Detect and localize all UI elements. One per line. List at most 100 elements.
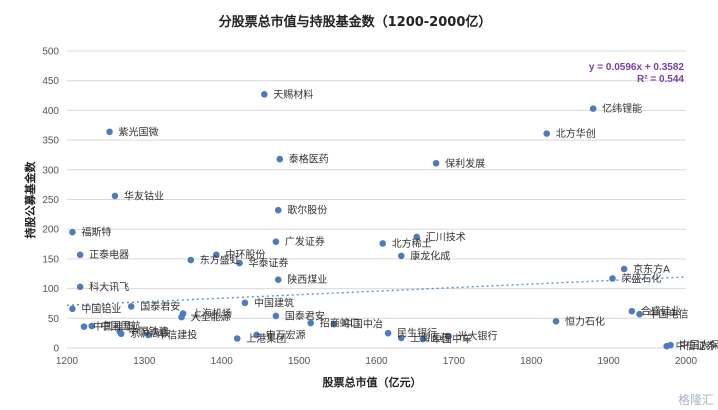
- point-label: 广发证券: [285, 235, 325, 248]
- data-point: [620, 265, 628, 273]
- point-label: 恒力石化: [565, 315, 605, 328]
- data-point: [552, 317, 560, 325]
- point-label: 中环股份: [225, 248, 265, 261]
- x-tick-label: 1300: [133, 356, 156, 367]
- point-label: 中国太保: [680, 339, 718, 352]
- point-label: 华泰证券: [249, 257, 289, 270]
- data-point: [117, 330, 125, 338]
- data-point: [413, 233, 421, 241]
- point-label: 京东方A: [633, 262, 670, 275]
- data-point: [233, 335, 241, 342]
- data-point: [379, 240, 386, 247]
- y-tick-label: 500: [42, 47, 59, 58]
- data-point: [628, 307, 636, 315]
- data-point: [236, 259, 243, 267]
- data-point: [69, 228, 76, 236]
- point-label: 中国神华: [93, 320, 133, 333]
- y-tick-label: 400: [42, 106, 59, 117]
- x-tick-label: 1800: [520, 356, 543, 367]
- y-tick-label: 250: [42, 195, 59, 206]
- data-point: [144, 331, 152, 339]
- y-tick-label: 300: [42, 165, 59, 176]
- data-point: [178, 313, 185, 321]
- point-label: 康龙化成: [410, 249, 450, 262]
- point-label: 华友钴业: [124, 189, 164, 202]
- point-label: 中国建筑: [254, 296, 294, 309]
- data-point: [397, 334, 405, 342]
- y-tick-label: 450: [42, 76, 59, 87]
- point-label: 汇川技术: [426, 230, 466, 243]
- point-label: 北方稀土: [392, 237, 432, 250]
- point-label: 招商蛇口: [320, 317, 360, 330]
- trend-equation: y = 0.0596x + 0.3582: [589, 62, 685, 73]
- y-axis-label: 持股公募基金数: [23, 161, 37, 239]
- point-label: 东方盛虹: [200, 254, 240, 267]
- point-label: 陕西煤业: [287, 273, 327, 286]
- y-tick-label: 200: [42, 225, 59, 236]
- data-point: [636, 310, 643, 318]
- x-axis-label: 股票总市值（亿元）: [323, 375, 422, 389]
- x-axis-ticks: 1200 1300 1400 1500 1600 1700 1800 1900 2000: [56, 356, 698, 367]
- x-tick-label: 1200: [56, 356, 79, 367]
- point-label: 国泰君安: [285, 309, 325, 322]
- y-tick-label: 350: [42, 136, 59, 147]
- point-label: 中信建投: [157, 328, 197, 341]
- x-tick-label: 1400: [211, 356, 234, 367]
- data-point: [111, 192, 119, 200]
- data-point: [432, 159, 440, 167]
- watermark: 格隆汇: [678, 392, 714, 407]
- point-label: 歌尔股份: [287, 204, 327, 217]
- data-point: [88, 322, 96, 330]
- point-label: 保利发展: [445, 157, 485, 170]
- data-point: [384, 329, 392, 337]
- data-point: [589, 105, 597, 112]
- data-point: [80, 323, 88, 330]
- data-point: [330, 320, 338, 328]
- data-point: [609, 275, 616, 282]
- data-point: [543, 130, 551, 137]
- point-label: 京沪高铁: [130, 327, 170, 340]
- point-label: 大全能源: [191, 311, 231, 324]
- data-point: [76, 251, 84, 259]
- y-tick-label: 50: [48, 314, 60, 325]
- y-tick-label: 100: [42, 284, 59, 295]
- trend-r-squared: R² = 0.544: [637, 74, 684, 85]
- data-point: [445, 332, 452, 340]
- data-point: [397, 252, 405, 260]
- point-label: 民生银行: [397, 327, 437, 340]
- data-point: [241, 299, 249, 307]
- point-label: 上港集团: [246, 332, 286, 345]
- grid-lines: [67, 50, 686, 349]
- data-point: [261, 91, 268, 98]
- point-label: 中国中车: [432, 333, 472, 346]
- point-label: 天赐材料: [273, 88, 313, 101]
- point-label: 中国国航: [101, 320, 141, 333]
- data-point: [69, 305, 76, 313]
- point-label: 科大讯飞: [89, 280, 129, 293]
- point-label: 中国中冶: [343, 318, 383, 331]
- point-label: 中国铝业: [81, 302, 121, 315]
- point-label: 上海机场: [192, 307, 232, 320]
- data-point: [127, 303, 135, 310]
- data-point: [272, 238, 280, 245]
- chart-title: 分股票总市值与持股基金数（1200-2000亿）: [219, 14, 492, 30]
- data-point: [187, 256, 195, 264]
- data-point: [307, 319, 315, 327]
- data-point: [106, 128, 113, 136]
- trend-line: [66, 276, 687, 306]
- data-point: [419, 335, 427, 343]
- x-tick-label: 1600: [365, 356, 388, 367]
- y-tick-label: 0: [53, 344, 59, 355]
- data-point: [663, 342, 670, 350]
- point-label: 光大银行: [457, 330, 497, 343]
- data-point: [274, 206, 282, 214]
- point-label: 泰格医药: [289, 153, 329, 166]
- x-tick-label: 1500: [288, 356, 311, 367]
- point-label: 紫光国微: [119, 125, 159, 138]
- x-tick-label: 1700: [443, 356, 466, 367]
- data-points: [69, 91, 674, 350]
- y-axis-ticks: 0 50 100 150 200 250 300 350 400 450 500: [42, 47, 59, 355]
- x-tick-label: 1900: [598, 356, 621, 367]
